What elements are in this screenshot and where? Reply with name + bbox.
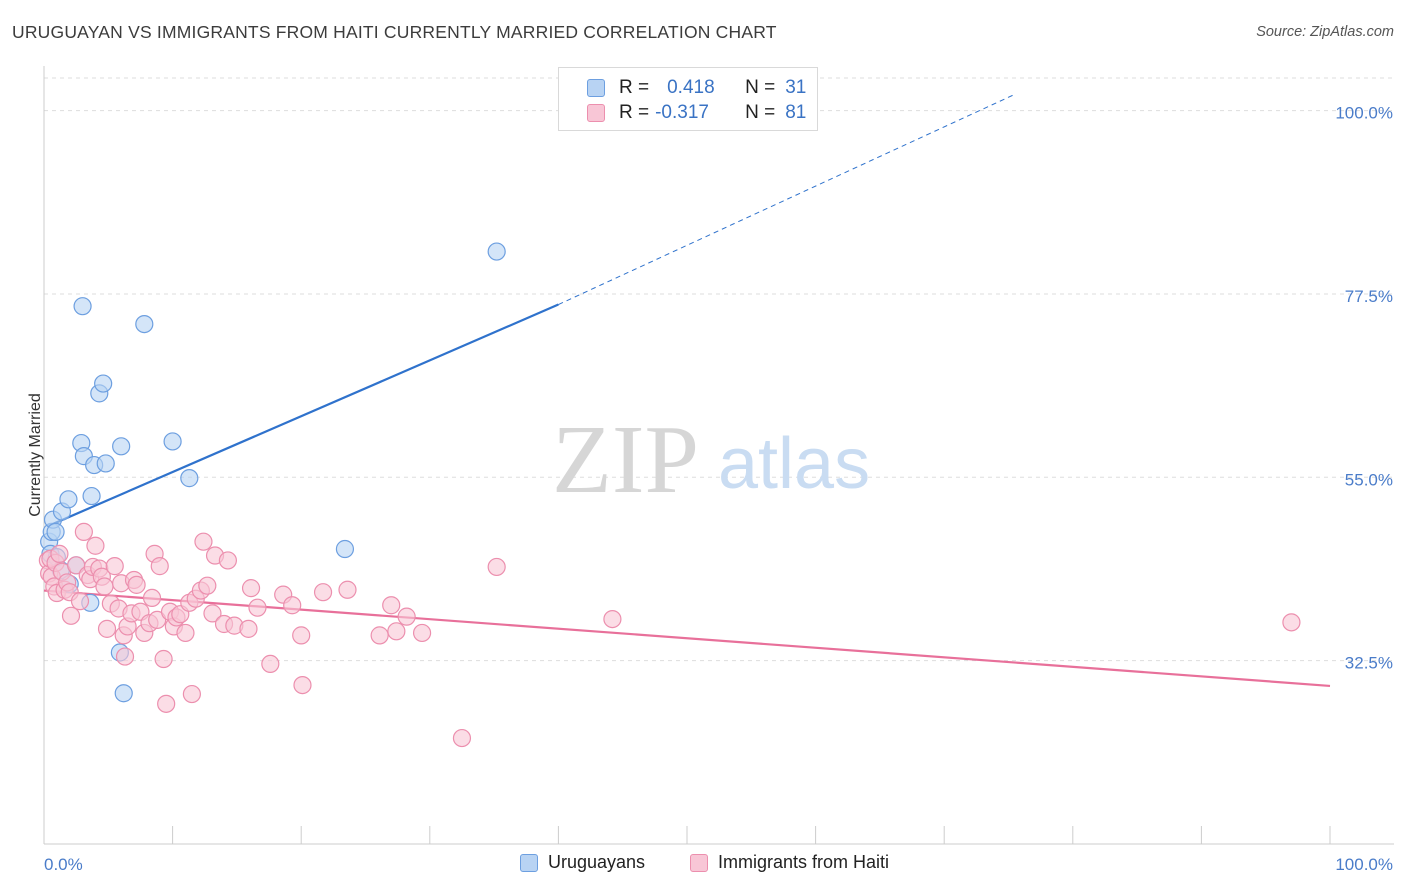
uruguayan-trend-extension <box>558 93 1016 305</box>
x-tick-label: 0.0% <box>44 855 83 874</box>
uruguayan-point <box>73 297 92 316</box>
haiti-point <box>239 619 258 638</box>
haiti-point <box>154 649 173 669</box>
haiti-point <box>412 623 432 643</box>
legend-swatch-blue <box>587 79 605 97</box>
haiti-point <box>203 604 222 623</box>
haiti-point <box>338 580 357 599</box>
haiti-point <box>283 596 302 615</box>
haiti-point <box>176 623 195 643</box>
uruguayan-point <box>94 374 113 393</box>
haiti-point <box>293 675 312 695</box>
legend-label: Immigrants from Haiti <box>718 852 890 872</box>
legend-swatch-blue <box>520 853 538 872</box>
haiti-point <box>487 557 506 577</box>
source-label: Source: ZipAtlas.com <box>1256 24 1394 40</box>
legend-label: Uruguayans <box>548 852 646 872</box>
haiti-point <box>387 622 406 641</box>
haiti-point <box>127 575 146 594</box>
haiti-point <box>95 577 114 596</box>
haiti-point <box>452 728 472 748</box>
watermark-zip: ZIP <box>552 406 699 514</box>
haiti-point <box>382 596 401 615</box>
trend-lines <box>43 93 1331 688</box>
haiti-point <box>142 588 162 608</box>
haiti-point <box>115 647 135 666</box>
bottom-legend-uruguayans: Uruguayans <box>520 852 645 873</box>
chart-title: URUGUAYAN VS IMMIGRANTS FROM HAITI CURRE… <box>12 22 777 42</box>
legend-r-label: R = <box>619 77 650 98</box>
haiti-point <box>148 610 167 630</box>
tick-labels: 100.0% 77.5% 55.0% 32.5% 0.0% 100.0% <box>44 104 1393 874</box>
haiti-point <box>150 557 169 576</box>
uruguayan-point <box>180 469 199 488</box>
legend-swatch-pink <box>690 853 708 872</box>
uruguayan-point <box>135 314 154 334</box>
legend-n-value: 31 <box>785 77 807 98</box>
haiti-point <box>370 626 389 645</box>
haiti-point <box>61 606 81 625</box>
uruguayan-point <box>487 242 506 261</box>
haiti-point <box>313 583 333 602</box>
legend-n-value: 81 <box>785 102 807 123</box>
uruguayan-point <box>82 486 101 506</box>
legend-swatch-pink <box>587 104 605 122</box>
haiti-point <box>105 557 124 576</box>
y-tick-label: 55.0% <box>1345 470 1393 489</box>
haiti-point <box>86 536 105 555</box>
watermark-atlas: atlas <box>718 424 870 504</box>
haiti-point <box>194 532 213 551</box>
haiti-point <box>50 544 69 563</box>
haiti-point <box>261 654 280 674</box>
legend-row-haiti: R = -0.317 N = 81 <box>587 101 806 125</box>
uruguayan-point <box>163 432 182 451</box>
haiti-point <box>157 694 176 713</box>
correlation-legend: R = 0.418 N = 31 R = -0.317 N = 81 <box>558 67 818 131</box>
haiti-point <box>218 551 237 570</box>
haiti-point <box>603 609 622 629</box>
legend-n-label: N = <box>745 77 776 98</box>
haiti-point <box>1282 613 1301 632</box>
y-tick-label: 100.0% <box>1335 104 1393 123</box>
uruguayan-trend-line <box>47 303 559 528</box>
haiti-point <box>198 576 217 595</box>
haiti-point <box>292 626 311 645</box>
bottom-legend-haiti: Immigrants from Haiti <box>690 852 889 873</box>
legend-row-uruguayans: R = 0.418 N = 31 <box>587 76 806 100</box>
gridlines <box>44 77 1394 662</box>
legend-r-value: -0.317 <box>655 102 709 123</box>
haiti-point <box>70 592 90 611</box>
uruguayan-point <box>112 437 131 456</box>
y-tick-label: 77.5% <box>1345 287 1393 306</box>
uruguayan-point <box>114 684 133 703</box>
watermark: ZIP atlas <box>552 406 870 514</box>
haiti-point <box>182 684 201 704</box>
uruguayan-point <box>59 490 78 509</box>
legend-r-value: 0.418 <box>667 77 715 98</box>
legend-r-label: R = <box>619 102 650 123</box>
haiti-point <box>97 619 117 638</box>
legend-n-label: N = <box>745 102 776 123</box>
axes <box>43 66 1394 845</box>
haiti-point <box>248 598 267 617</box>
data-points <box>38 242 1301 748</box>
haiti-trend-line <box>43 589 1331 688</box>
x-tick-label: 100.0% <box>1335 855 1393 874</box>
haiti-point <box>397 607 416 626</box>
haiti-point <box>74 522 93 541</box>
y-tick-label: 32.5% <box>1345 654 1393 673</box>
uruguayan-point <box>96 454 115 473</box>
haiti-point <box>241 579 261 598</box>
uruguayan-point <box>335 539 355 559</box>
uruguayan-point <box>46 522 65 541</box>
